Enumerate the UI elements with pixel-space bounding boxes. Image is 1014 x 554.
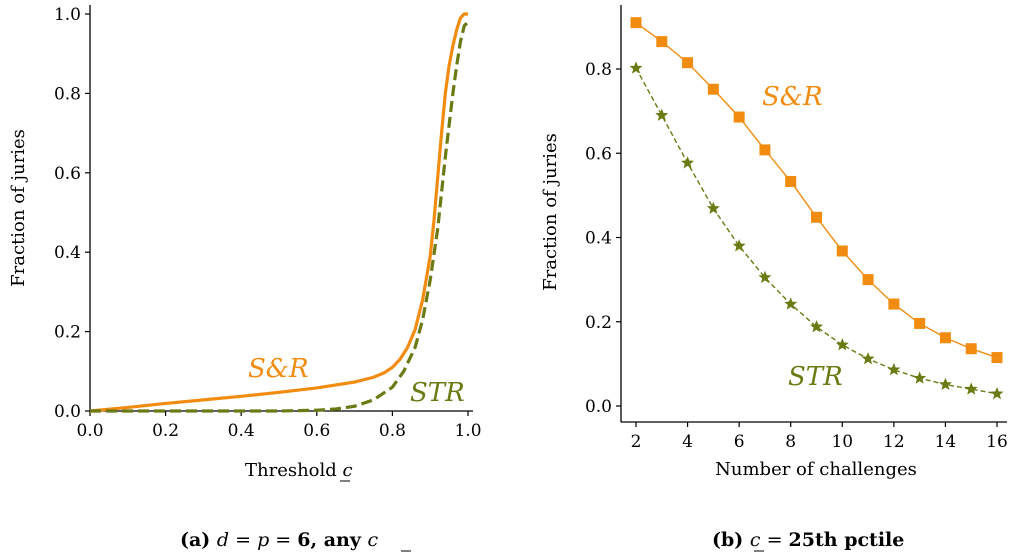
b-str-marker [835, 338, 849, 351]
b-snr-label: S&R [762, 82, 823, 112]
a-x-tick-label: 0.0 [76, 421, 103, 441]
a-snr-line [89, 12, 468, 413]
a-caption: (a) d = p = 6, any c [180, 529, 378, 551]
b-caption: (b) c = 25th pctile [712, 529, 904, 551]
panel-b: 0.0 0.2 0.4 0.6 0.8 2 4 6 8 10 12 14 16 S&R STR Numb… [540, 5, 1008, 552]
b-str-marker [861, 351, 875, 365]
b-str-marker [990, 386, 1004, 400]
b-str-line [635, 67, 998, 395]
b-str-marker [938, 377, 952, 391]
a-y-axis-label: Fraction of juries [8, 129, 29, 287]
a-y-tick-label: 1.0 [54, 5, 81, 25]
a-x-tick-label: 0.6 [303, 421, 330, 441]
b-snr-marker [811, 211, 822, 223]
b-x-tick-label: 8 [785, 432, 796, 452]
a-x-tick-label: 0.8 [379, 421, 406, 441]
b-snr-marker [965, 343, 977, 355]
b-series [629, 17, 1004, 400]
b-snr-marker [707, 83, 719, 95]
b-snr-marker [862, 274, 874, 286]
a-ticks: 0.0 0.2 0.4 0.6 0.8 1.0 0.0 0.2 0.4 0.6 0.8 1.0 [54, 5, 482, 441]
a-y-tick-label: 0.8 [54, 84, 81, 104]
b-x-tick-label: 16 [986, 432, 1008, 452]
b-str-marker [732, 239, 746, 252]
b-str-marker [655, 108, 669, 121]
a-y-tick-label: 0.0 [54, 402, 81, 422]
b-y-tick-label: 0.8 [585, 60, 612, 80]
a-str-label: STR [410, 378, 465, 408]
b-x-tick-label: 12 [883, 432, 905, 452]
b-y-axis-label: Fraction of juries [540, 133, 561, 291]
b-snr-marker [939, 332, 951, 344]
b-snr-marker [785, 175, 797, 187]
b-str-marker [758, 270, 772, 284]
a-y-tick-label: 0.6 [54, 164, 81, 184]
a-x-axis-label: Threshold c [245, 460, 353, 481]
b-ticks: 0.0 0.2 0.4 0.6 0.8 2 4 6 8 10 12 14 16 [585, 60, 1008, 452]
b-x-tick-label: 4 [682, 432, 693, 452]
b-snr-marker [630, 17, 642, 29]
b-str-marker [913, 371, 927, 384]
b-x-axis-label: Number of challenges [715, 459, 917, 480]
b-str-marker [784, 297, 798, 310]
a-str-line [90, 20, 470, 413]
b-snr-marker [914, 317, 926, 329]
a-y-tick-label: 0.2 [54, 323, 81, 343]
b-y-tick-label: 0.0 [585, 397, 612, 417]
b-y-tick-label: 0.2 [585, 313, 612, 333]
b-snr-marker [759, 144, 771, 156]
a-x-tick-label: 0.4 [228, 421, 255, 441]
b-snr-marker [682, 57, 694, 69]
b-snr-marker [888, 298, 900, 310]
b-snr-line [635, 22, 998, 359]
b-str-marker [887, 362, 901, 376]
a-series [89, 12, 470, 413]
b-str-marker [810, 319, 823, 333]
panel-a: 0.0 0.2 0.4 0.6 0.8 1.0 0.0 0.2 0.4 0.6 0.8 1.0 S&R… [8, 5, 482, 552]
a-x-tick-label: 1.0 [454, 421, 481, 441]
b-snr-marker [656, 36, 668, 48]
b-x-tick-label: 6 [734, 432, 745, 452]
a-y-tick-label: 0.4 [54, 243, 81, 263]
b-str-marker [706, 201, 720, 214]
b-x-tick-label: 14 [935, 432, 957, 452]
a-snr-label: S&R [248, 354, 309, 384]
b-snr-marker [991, 352, 1003, 364]
b-str-marker [964, 382, 978, 395]
b-x-tick-label: 10 [831, 432, 853, 452]
a-x-tick-label: 0.2 [152, 421, 179, 441]
b-snr-marker [733, 111, 745, 123]
b-x-tick-label: 2 [631, 432, 642, 452]
b-str-marker [629, 61, 643, 74]
b-str-marker [681, 156, 695, 169]
b-y-tick-label: 0.4 [585, 229, 612, 249]
b-y-tick-label: 0.6 [585, 144, 612, 164]
b-snr-marker [836, 245, 848, 257]
b-str-label: STR [788, 362, 843, 392]
